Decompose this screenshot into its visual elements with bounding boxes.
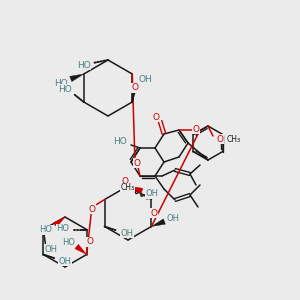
Text: OH: OH — [138, 74, 152, 83]
Text: HO: HO — [77, 61, 91, 70]
Text: O: O — [122, 176, 128, 185]
Text: O: O — [88, 205, 95, 214]
Text: OH: OH — [167, 214, 180, 223]
Polygon shape — [53, 217, 65, 227]
Text: O: O — [193, 124, 200, 134]
Polygon shape — [152, 219, 165, 226]
Text: CH₃: CH₃ — [227, 134, 241, 143]
Text: OH: OH — [146, 190, 158, 199]
Text: HO: HO — [40, 226, 52, 235]
Polygon shape — [70, 74, 84, 82]
Text: OH: OH — [45, 245, 58, 254]
Polygon shape — [75, 244, 87, 254]
Polygon shape — [132, 83, 138, 102]
Text: HO: HO — [62, 238, 75, 247]
Polygon shape — [128, 186, 143, 194]
Text: O: O — [152, 112, 160, 122]
Text: O: O — [134, 158, 140, 167]
Text: O: O — [86, 238, 93, 247]
Text: OH: OH — [59, 257, 72, 266]
Text: CH₃: CH₃ — [120, 183, 134, 192]
Text: O: O — [151, 208, 158, 217]
Text: OH: OH — [120, 229, 133, 238]
Text: HO: HO — [113, 137, 127, 146]
Text: HO: HO — [56, 224, 69, 233]
Text: O: O — [217, 134, 224, 143]
Text: HO: HO — [54, 79, 68, 88]
Text: O: O — [132, 83, 139, 92]
Text: HO: HO — [58, 85, 72, 94]
